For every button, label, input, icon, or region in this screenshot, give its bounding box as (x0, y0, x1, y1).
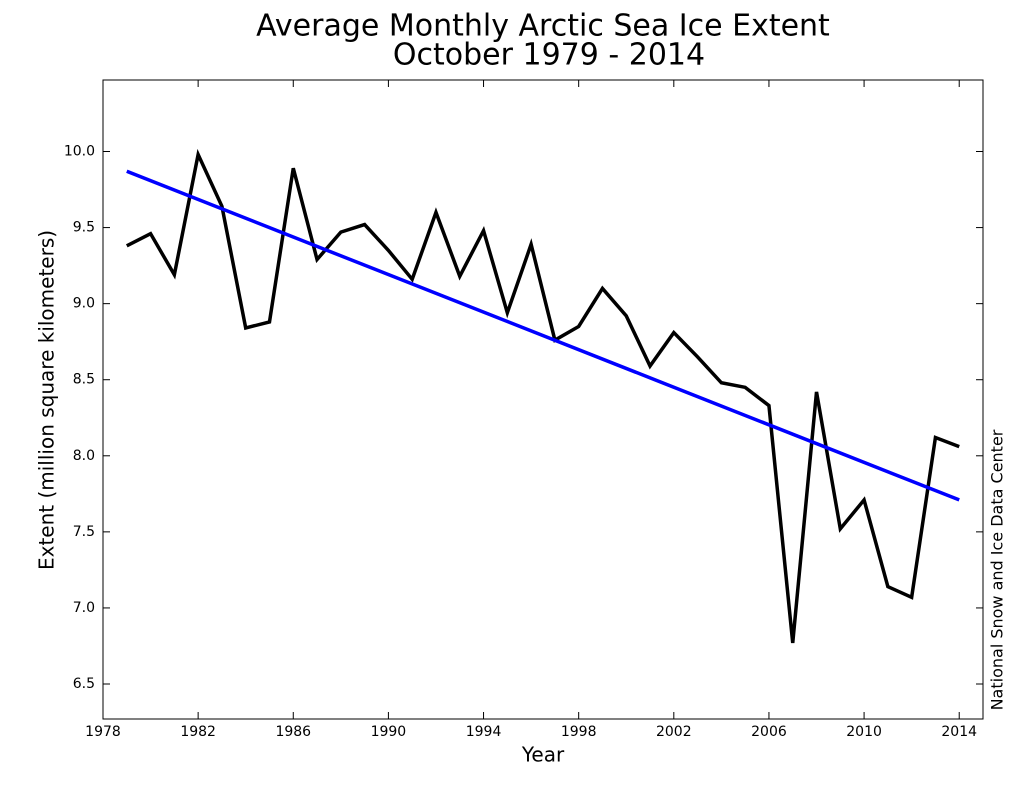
x-tick-label: 2002 (656, 724, 692, 740)
x-tick-label: 1998 (561, 724, 597, 740)
x-tick-label: 2006 (751, 724, 787, 740)
x-axis-label: Year (521, 743, 565, 767)
data-line (125, 148, 960, 644)
x-tick-label: 1986 (275, 724, 311, 740)
chart-title: Average Monthly Arctic Sea Ice Extent (256, 9, 830, 44)
y-tick-label: 8.5 (73, 372, 95, 388)
y-tick-label: 9.5 (73, 220, 95, 236)
y-tick-label: 10.0 (64, 144, 95, 160)
y-tick-label: 7.0 (73, 600, 95, 616)
plot-frame (102, 79, 984, 720)
y-tick-label: 9.0 (73, 296, 95, 312)
y-tick-label: 7.5 (73, 524, 95, 540)
x-tick-label: 1990 (371, 724, 407, 740)
x-tick-label: 1978 (85, 724, 121, 740)
y-tick-label: 6.5 (73, 676, 95, 692)
trend-line (126, 169, 960, 502)
x-tick-label: 1982 (180, 724, 216, 740)
x-tick-label: 2010 (846, 724, 882, 740)
y-axis-label: Extent (million square kilometers) (35, 230, 59, 570)
x-tick-label: 2014 (941, 724, 977, 740)
credit: National Snow and Ice Data Center (988, 429, 1007, 710)
chart-subtitle: October 1979 - 2014 (393, 38, 705, 73)
y-tick-label: 8.0 (73, 448, 95, 464)
x-tick-label: 1994 (466, 724, 502, 740)
